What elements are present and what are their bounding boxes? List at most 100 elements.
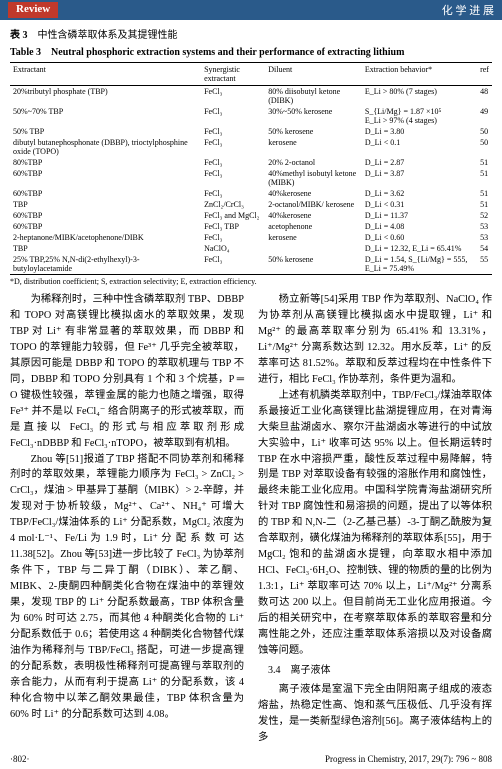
table-cell: D_Li = 3.62 [362,188,477,199]
table-cell: D_Li = 3.87 [362,168,477,188]
review-label: Review [8,2,58,18]
table-cell: D_Li = 1.54, S_{Li/Mg} = 555, E_Li = 75.… [362,254,477,275]
table-cell: acetophenone [265,221,362,232]
table-cell: FeCl₃ [201,188,265,199]
table-cell: 60%TBP [10,210,201,221]
table-cell: 53 [477,232,492,243]
para: 为稀释剂时，三种中性含磷萃取剂 TBP、DBBP 和 TOPO 对高镁锂比模拟卤… [10,292,244,452]
table-cell: 49 [477,106,492,126]
table-header-cell: ref [477,63,492,86]
table-title-cn: 表 3 中性含磷萃取体系及其提锂性能 [10,26,492,41]
table-row: 60%TBPFeCl₃40%keroseneD_Li = 3.6251 [10,188,492,199]
table-row: 60%TBPFeCl₃ and MgCl₂40%keroseneD_Li = 1… [10,210,492,221]
para: 杨立新等[54]采用 TBP 作为萃取剂、NaClO₄ 作为协萃剂从高镁锂比模拟… [258,292,492,388]
table-row: dibutyl butanephosphonate (DBBP), trioct… [10,137,492,157]
header-bar: Review 化 学 进 展 [0,0,502,20]
table-cell: FeCl₃ [201,86,265,107]
table-cell: FeCl₃ [201,232,265,243]
footer: ·802· Progress in Chemistry, 2017, 29(7)… [0,752,502,766]
para: Zhou 等[51]报道了TBP 搭配不同协萃剂和稀释剂时的萃取效果，萃锂能力顺… [10,452,244,723]
table-header-cell: Diluent [265,63,362,86]
table-cell: 20% 2-octanol [265,157,362,168]
table-cell: D_Li = 11.37 [362,210,477,221]
table-caption-en: Table 3 Neutral phosphoric extraction sy… [10,47,404,58]
table-cell: 40%kerosene [265,188,362,199]
para: 上述有机膦类萃取剂中，TBP/FeCl₃/煤油萃取体系最接近工业化高镁锂比盐湖提… [258,388,492,659]
table-row: 20%tributyl phosphate (TBP)FeCl₃80% diis… [10,86,492,107]
table-row: 60%TBPFeCl₃ TBPacetophenoneD_Li = 4.0853 [10,221,492,232]
table-cell: D_Li < 0.31 [362,199,477,210]
table-cell: 40%kerosene [265,210,362,221]
table-row: 80%TBPFeCl₃20% 2-octanolD_Li = 2.8751 [10,157,492,168]
table-row: 2-heptanone/MIBK/acetophenone/DIBKFeCl₃k… [10,232,492,243]
page-number: ·802· [10,754,30,764]
table-cell: 60%TBP [10,188,201,199]
citation: Progress in Chemistry, 2017, 29(7): 796 … [325,754,492,764]
table-cell: FeCl₃ [201,137,265,157]
table-cell: 20%tributyl phosphate (TBP) [10,86,201,107]
table-cell: 25% TBP,25% N,N-di(2-ethylhexyl)-3-butyl… [10,254,201,275]
table-cell: FeCl₃ [201,126,265,137]
table-cell: 2-heptanone/MIBK/acetophenone/DIBK [10,232,201,243]
table-cell: E_Li > 80% (7 stages) [362,86,477,107]
right-column: 杨立新等[54]采用 TBP 作为萃取剂、NaClO₄ 作为协萃剂从高镁锂比模拟… [258,292,492,746]
journal-name: 化 学 进 展 [442,2,494,18]
table-cell: FeCl₃ [201,106,265,126]
table-row: 60%TBPFeCl₃40%methyl isobutyl ketone (MI… [10,168,492,188]
table-cell: FeCl₃ and MgCl₂ [201,210,265,221]
table-cell: dibutyl butanephosphonate (DBBP), trioct… [10,137,201,157]
table-cell: kerosene [265,137,362,157]
table-header-cell: Synergistic extractant [201,63,265,86]
table-num: 表 3 [10,30,28,41]
table-cell: 51 [477,157,492,168]
table-cell: 50 [477,126,492,137]
table-cell: ZnCl₂/CrCl₃ [201,199,265,210]
table-cell: FeCl₃ [201,168,265,188]
page-content: 表 3 中性含磷萃取体系及其提锂性能 Table 3 Neutral phosp… [0,20,502,752]
table-row: 25% TBP,25% N,N-di(2-ethylhexyl)-3-butyl… [10,254,492,275]
table-row: TBPNaClO₄D_Li = 12.32, E_Li = 65.41%54 [10,243,492,254]
table-cell: 51 [477,168,492,188]
table-cell: FeCl₃ [201,157,265,168]
table-caption-cn: 中性含磷萃取体系及其提锂性能 [38,30,178,41]
table-cell: 54 [477,243,492,254]
two-column-text: 为稀释剂时，三种中性含磷萃取剂 TBP、DBBP 和 TOPO 对高镁锂比模拟卤… [10,292,492,746]
table-row: TBPZnCl₂/CrCl₃2-octanol/MIBK/ keroseneD_… [10,199,492,210]
para: 离子液体是室温下完全由阴阳离子组成的液态熔盐，热稳定性高、饱和蒸气压极低、几乎没… [258,682,492,746]
table-cell: 53 [477,221,492,232]
table-cell: 60%TBP [10,168,201,188]
table-cell: D_Li < 0.1 [362,137,477,157]
table-title-en: Table 3 Neutral phosphoric extraction sy… [10,43,492,58]
table-cell: 50%~70% TBP [10,106,201,126]
table-row: 50%~70% TBPFeCl₃30%~50% keroseneS_{Li/Mg… [10,106,492,126]
table-cell: kerosene [265,232,362,243]
table-cell: 55 [477,254,492,275]
table-cell: 80% diisobutyl ketone (DIBK) [265,86,362,107]
table-cell: TBP [10,199,201,210]
table-cell: 60%TBP [10,221,201,232]
table-cell: 52 [477,210,492,221]
table-cell: 30%~50% kerosene [265,106,362,126]
table-row: 50% TBPFeCl₃50% keroseneD_Li = 3.8050 [10,126,492,137]
table-cell: 80%TBP [10,157,201,168]
table-cell: NaClO₄ [201,243,265,254]
table-header-cell: Extractant [10,63,201,86]
table-cell [265,243,362,254]
table-cell: D_Li = 3.80 [362,126,477,137]
table-cell: TBP [10,243,201,254]
table-cell: D_Li = 2.87 [362,157,477,168]
table-cell: 50% kerosene [265,126,362,137]
table-cell: FeCl₃ TBP [201,221,265,232]
table-note: *D, distribution coefficient; S, extract… [10,277,492,286]
table-cell: 51 [477,188,492,199]
table-cell: D_Li = 4.08 [362,221,477,232]
table-cell: 50% kerosene [265,254,362,275]
left-column: 为稀释剂时，三种中性含磷萃取剂 TBP、DBBP 和 TOPO 对高镁锂比模拟卤… [10,292,244,746]
table-cell: 40%methyl isobutyl ketone (MIBK) [265,168,362,188]
table-cell: 50% TBP [10,126,201,137]
table-cell: 50 [477,137,492,157]
table-cell: 2-octanol/MIBK/ kerosene [265,199,362,210]
table-cell: 48 [477,86,492,107]
table-cell: D_Li < 0.60 [362,232,477,243]
section-heading: 3.4 离子液体 [258,663,492,679]
